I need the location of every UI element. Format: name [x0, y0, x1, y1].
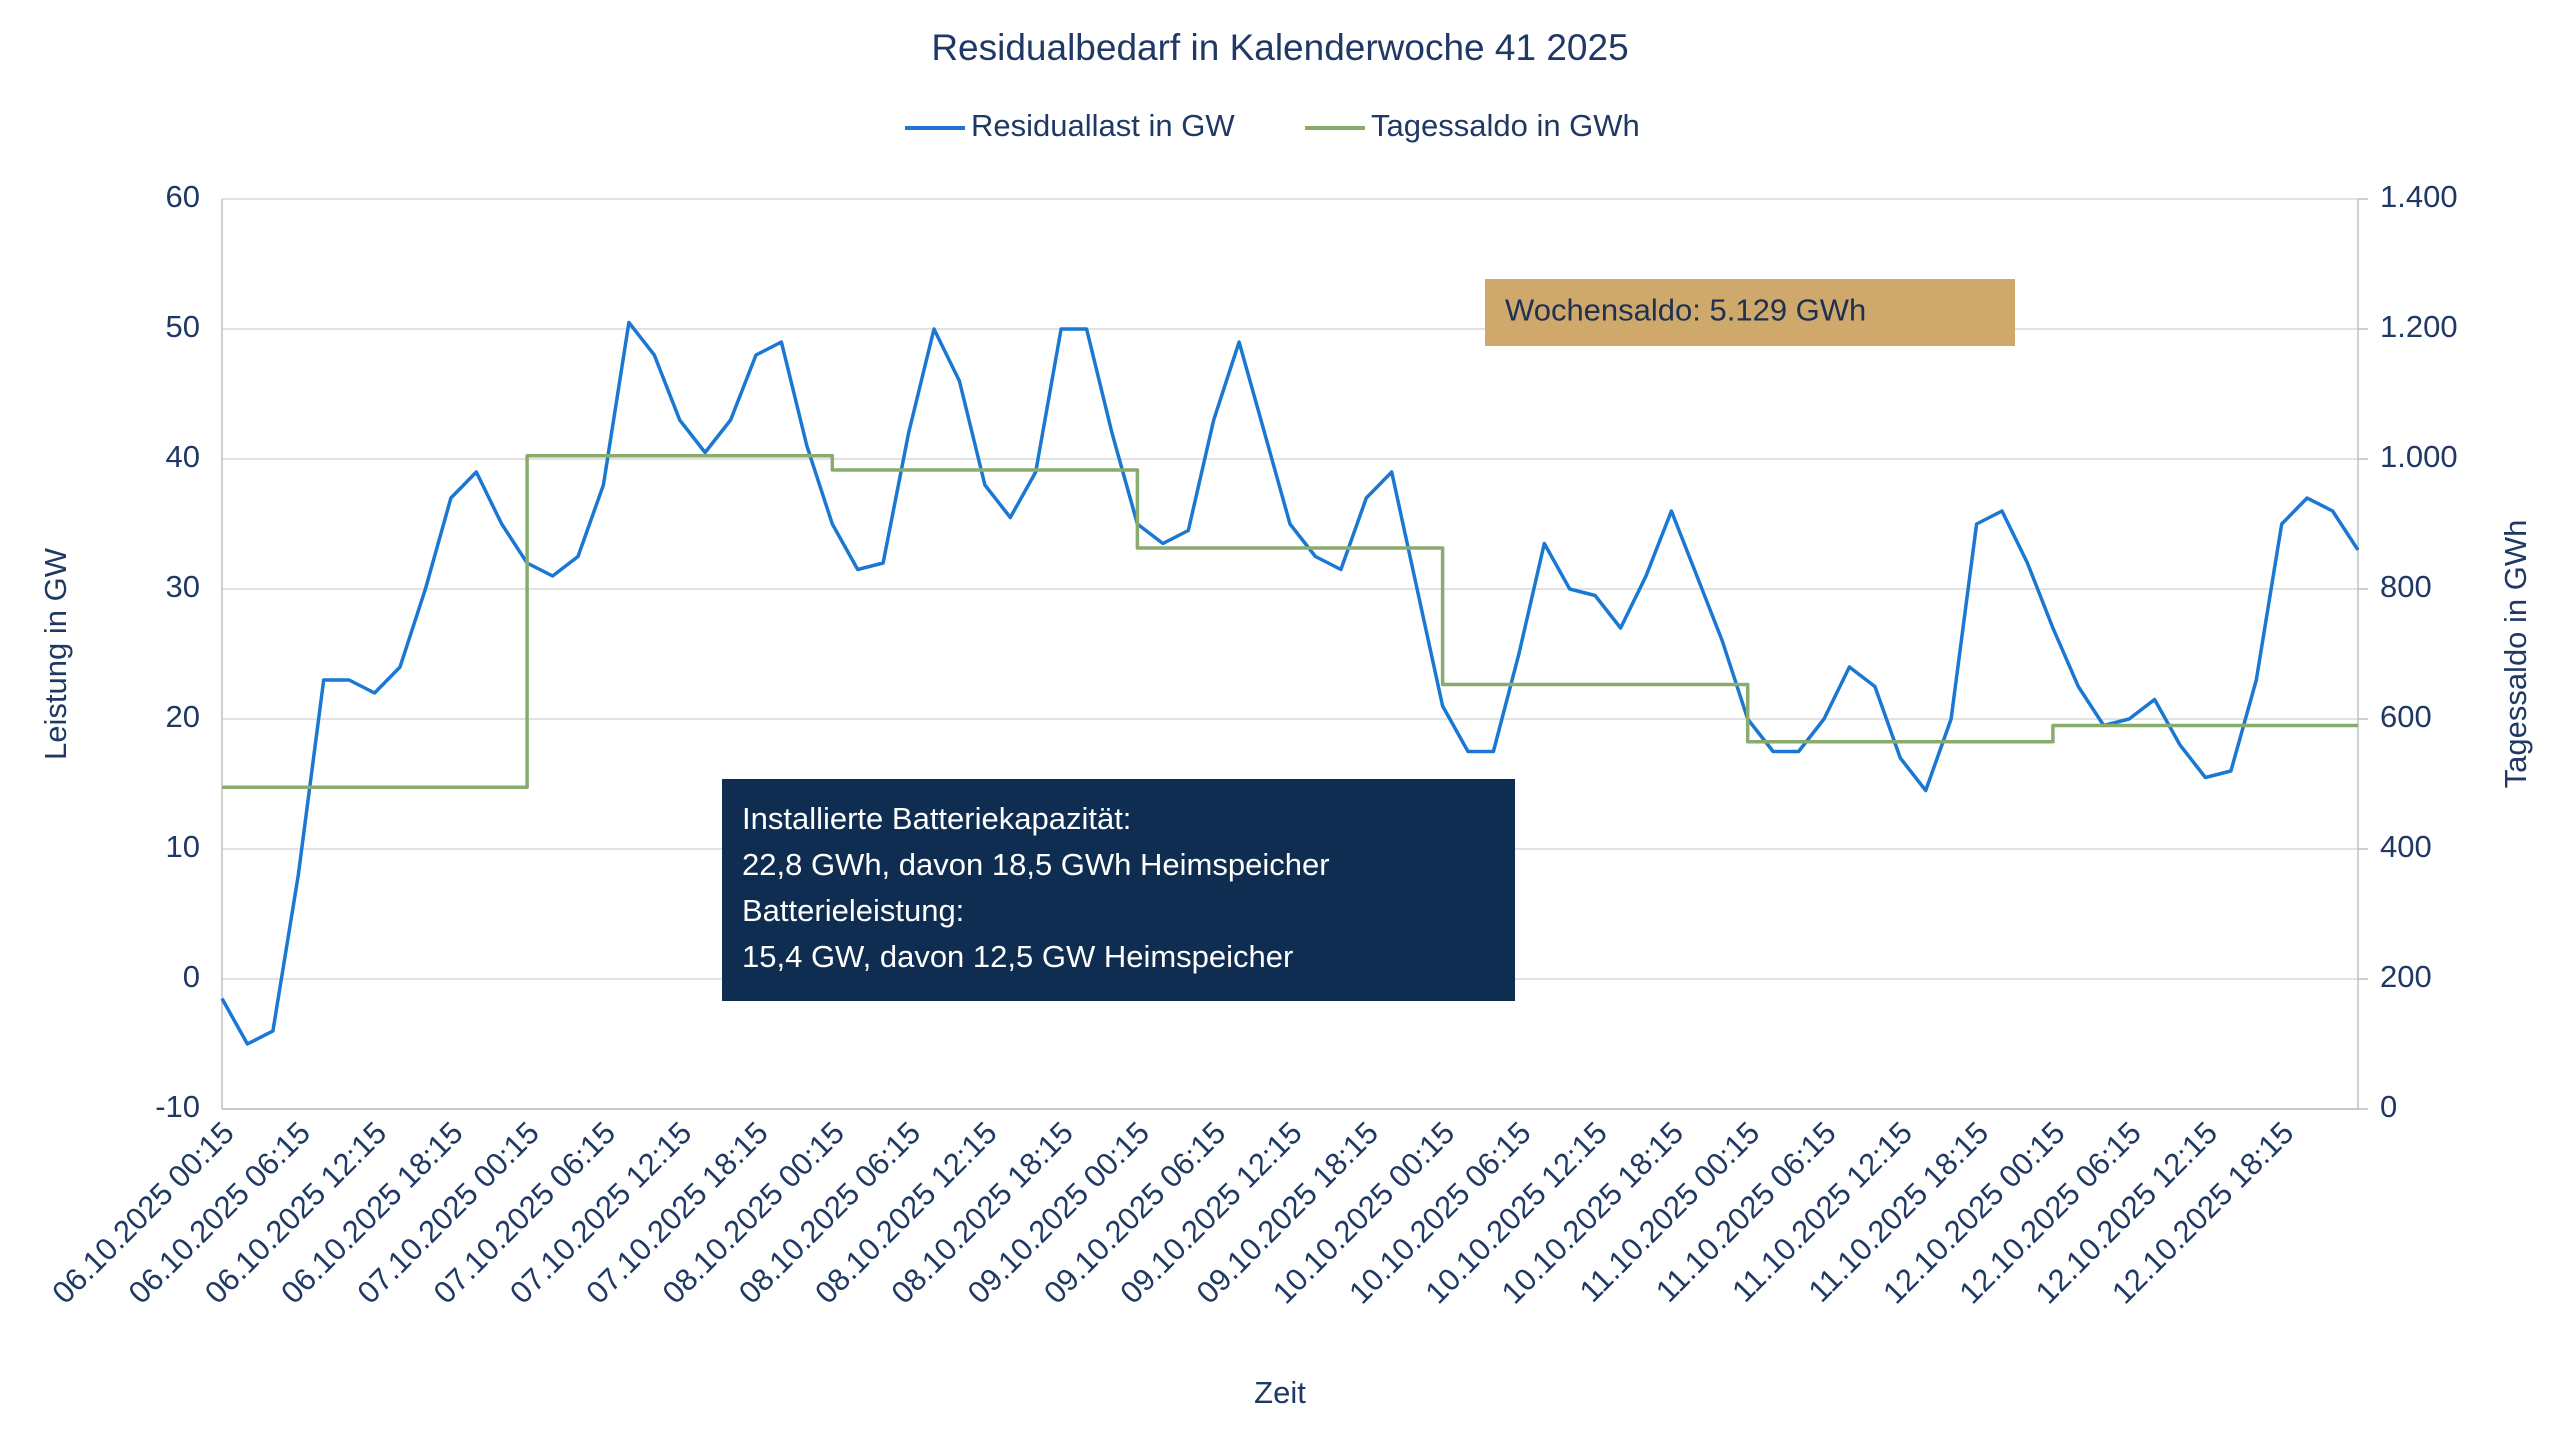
data-line [220, 320, 2360, 1046]
y-tick-label: 0 [183, 959, 200, 994]
y-axis-label: Leistung in GW [38, 547, 73, 760]
y2-tick-label: 1.400 [2380, 179, 2458, 214]
y2-tick-label: 600 [2380, 699, 2432, 734]
y-tick-label: 40 [166, 439, 200, 474]
y2-tick-label: 1.000 [2380, 439, 2458, 474]
annotation-text: 15,4 GW, davon 12,5 GW Heimspeicher [742, 939, 1293, 974]
annotation-text: Wochensaldo: 5.129 GWh [1505, 293, 1866, 328]
y-tick-label: 20 [166, 699, 200, 734]
y-tick-label: 30 [166, 569, 200, 604]
annotation-box [1485, 279, 2015, 346]
legend-label: Tagessaldo in GWh [1371, 108, 1640, 143]
y-tick-label: 50 [166, 309, 200, 344]
y2-tick-label: 200 [2380, 959, 2432, 994]
annotation-box [722, 779, 1515, 1001]
data-line [222, 454, 2358, 790]
legend-label: Residuallast in GW [971, 108, 1235, 143]
y2-tick-label: 0 [2380, 1089, 2397, 1124]
x-axis-label: Zeit [1254, 1375, 1306, 1410]
y-tick-label: -10 [155, 1089, 200, 1124]
y2-tick-label: 400 [2380, 829, 2432, 864]
y2-tick-label: 1.200 [2380, 309, 2458, 344]
y2-axis-label: Tagessaldo in GWh [2498, 520, 2533, 789]
y-tick-label: 60 [166, 179, 200, 214]
annotation-text: Batterieleistung: [742, 893, 964, 928]
chart-title: Residualbedarf in Kalenderwoche 41 2025 [931, 27, 1628, 68]
y2-tick-label: 800 [2380, 569, 2432, 604]
annotation-text: 22,8 GWh, davon 18,5 GWh Heimspeicher [742, 847, 1330, 882]
y-tick-label: 10 [166, 829, 200, 864]
annotation-text: Installierte Batteriekapazität: [742, 801, 1131, 836]
